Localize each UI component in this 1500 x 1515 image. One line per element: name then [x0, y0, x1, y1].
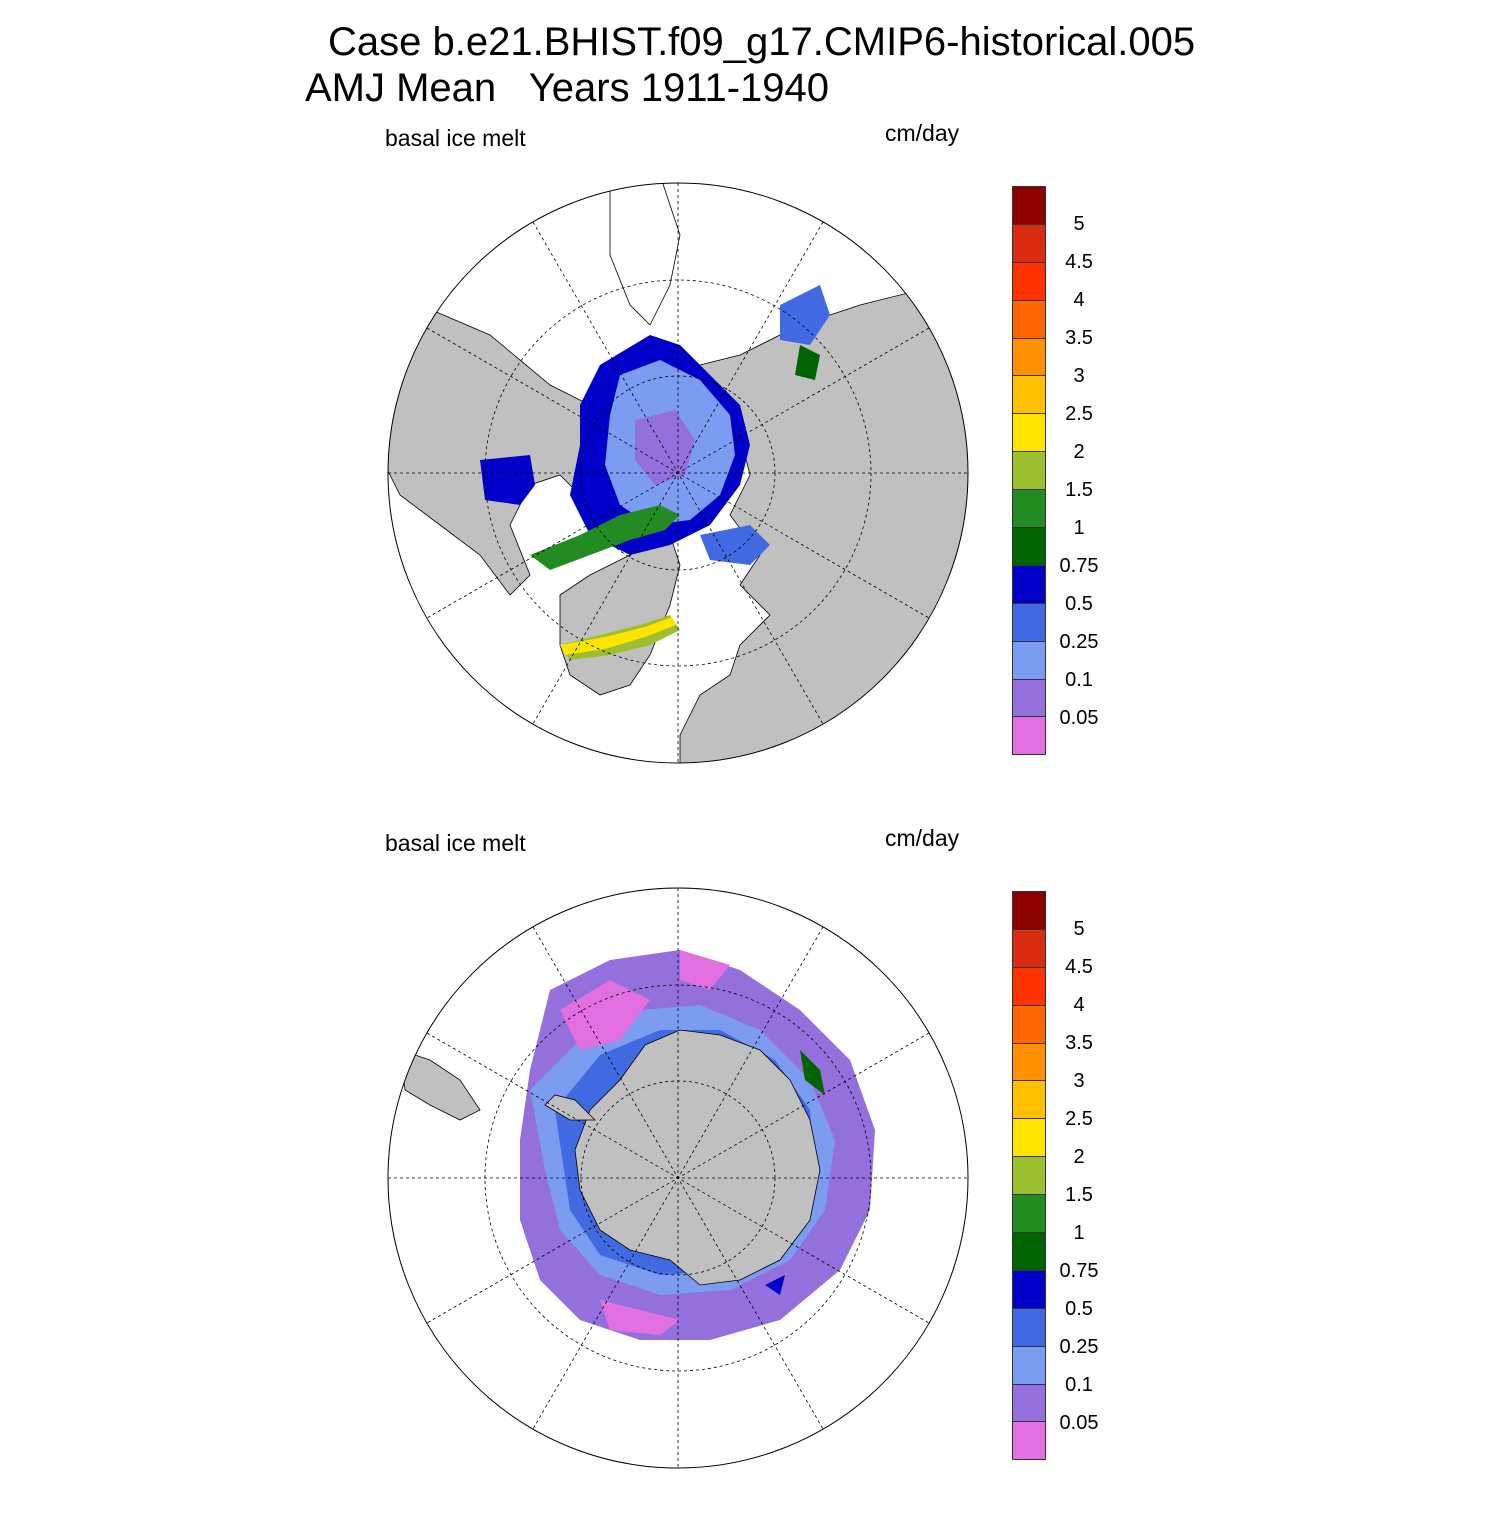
- colorbar-tick: 0.5: [1065, 1298, 1093, 1320]
- colorbar: [1012, 186, 1046, 756]
- colorbar-tick: 4: [1073, 994, 1085, 1016]
- colorbar-tick: 2: [1073, 441, 1085, 463]
- units-label: cm/day: [885, 120, 960, 146]
- south-polar-map: [387, 887, 969, 1469]
- colorbar-tick: 1: [1073, 1222, 1085, 1244]
- colorbar-tick: 4.5: [1065, 251, 1093, 273]
- colorbar-tick: 1.5: [1065, 1184, 1093, 1206]
- map-boundary: [387, 887, 969, 1469]
- map-boundary: [387, 182, 969, 764]
- colorbar-tick: 4.5: [1065, 956, 1093, 978]
- north-polar-map: [387, 182, 969, 764]
- panel-north: basal ice melt cm/day: [0, 110, 1500, 810]
- colorbar-tick: 3: [1073, 1070, 1085, 1092]
- colorbar-labels: 5 4.5 4 3.5 3 2.5 2 1.5 1 0.75 0.5 0.25 …: [1054, 186, 1114, 758]
- colorbar-tick: 0.5: [1065, 593, 1093, 615]
- variable-label: basal ice melt: [385, 125, 526, 151]
- colorbar-tick: 2.5: [1065, 1108, 1093, 1130]
- antarctica: [574, 1029, 821, 1286]
- colorbar-tick: 0.1: [1065, 669, 1093, 691]
- colorbar-tick: 0.05: [1059, 707, 1099, 729]
- ice-field: [480, 285, 830, 660]
- colorbar-tick: 2.5: [1065, 403, 1093, 425]
- plot-subtitle: AMJ Mean Years 1911-1940: [305, 66, 830, 110]
- colorbar-tick: 0.1: [1065, 1374, 1093, 1396]
- colorbar-tick: 5: [1073, 918, 1085, 940]
- colorbar: [1012, 891, 1046, 1461]
- colorbar-tick: 1: [1073, 517, 1085, 539]
- land: [388, 183, 968, 763]
- units-label: cm/day: [885, 825, 960, 851]
- colorbar-tick: 3: [1073, 365, 1085, 387]
- plot-title: Case b.e21.BHIST.f09_g17.CMIP6-historica…: [328, 20, 1196, 64]
- colorbar-tick: 5: [1073, 213, 1085, 235]
- colorbar-tick: 3.5: [1065, 327, 1093, 349]
- graticule: [388, 183, 968, 763]
- colorbar-labels: 5 4.5 4 3.5 3 2.5 2 1.5 1 0.75 0.5 0.25 …: [1054, 891, 1114, 1463]
- colorbar-tick: 0.05: [1059, 1412, 1099, 1434]
- colorbar-tick: 0.75: [1059, 555, 1099, 577]
- colorbar-tick: 2: [1073, 1146, 1085, 1168]
- graticule: [388, 888, 968, 1468]
- colorbar-tick: 3.5: [1065, 1032, 1093, 1054]
- panel-south: basal ice melt cm/day: [0, 815, 1500, 1515]
- colorbar-tick: 4: [1073, 289, 1085, 311]
- colorbar-tick: 0.25: [1059, 1336, 1099, 1358]
- colorbar-tick: 0.75: [1059, 1260, 1099, 1282]
- colorbar-tick: 1.5: [1065, 479, 1093, 501]
- variable-label: basal ice melt: [385, 830, 526, 856]
- colorbar-tick: 0.25: [1059, 631, 1099, 653]
